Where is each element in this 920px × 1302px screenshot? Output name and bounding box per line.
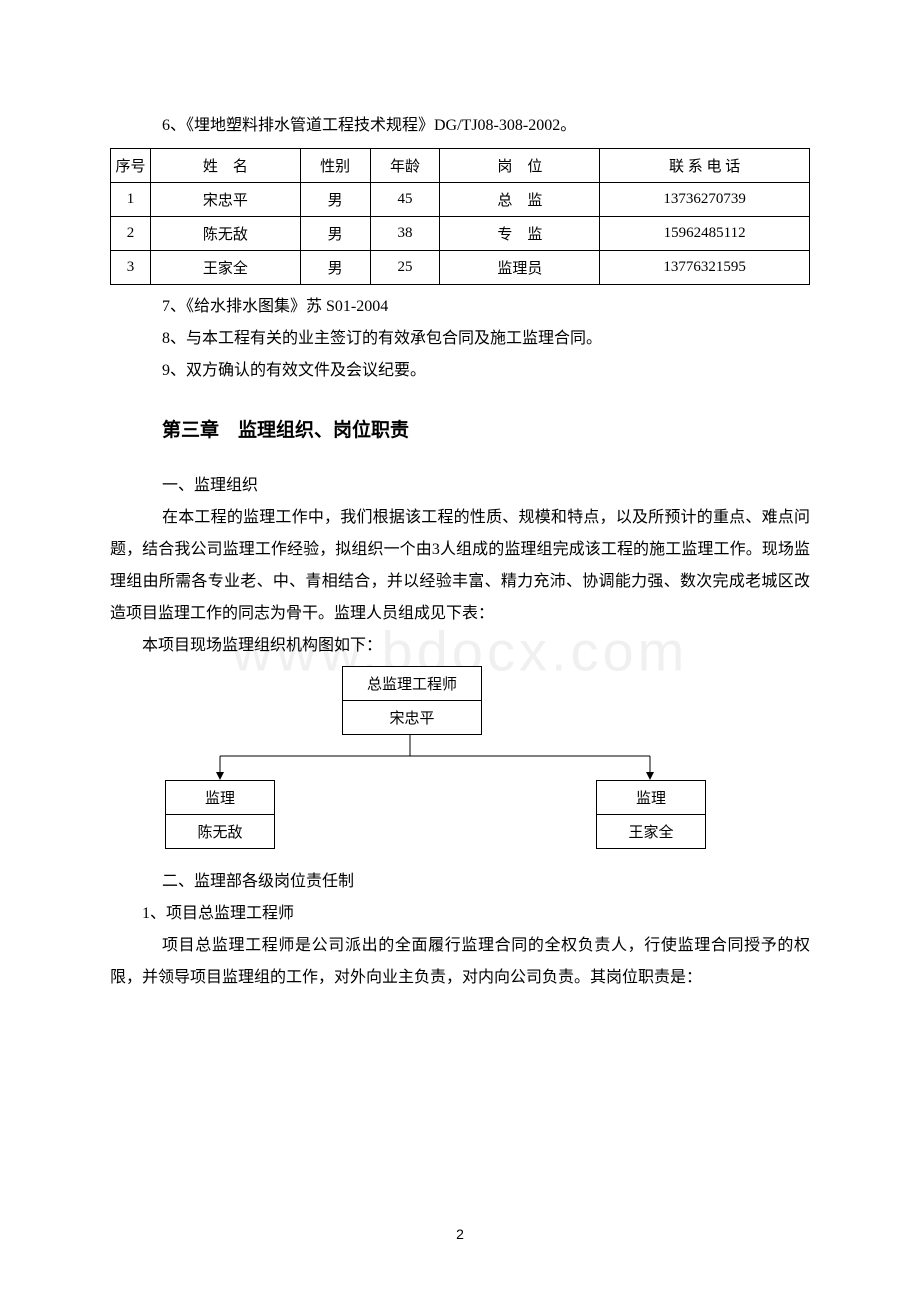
cell-age: 38 [370,217,440,251]
org-role-left: 监理 [166,781,274,814]
col-phone: 联 系 电 话 [600,149,810,183]
cell-pos: 监理员 [440,251,600,285]
col-gender: 性别 [300,149,370,183]
org-chart: 总监理工程师 宋忠平 监理 陈无敌 监理 王家全 [110,666,810,866]
cell-gender: 男 [300,251,370,285]
col-pos: 岗 位 [440,149,600,183]
cell-age: 25 [370,251,440,285]
cell-gender: 男 [300,183,370,217]
cell-phone: 13736270739 [600,183,810,217]
section2-title: 二、监理部各级岗位责任制 [110,866,810,898]
table-header-row: 序号 姓 名 性别 年龄 岗 位 联 系 电 话 [111,149,810,183]
col-seq: 序号 [111,149,151,183]
org-name-right: 王家全 [597,814,705,848]
org-intro: 本项目现场监理组织机构图如下： [110,630,810,662]
section1-title: 一、监理组织 [110,470,810,502]
cell-gender: 男 [300,217,370,251]
cell-phone: 13776321595 [600,251,810,285]
cell-seq: 3 [111,251,151,285]
text-line-8: 8、与本工程有关的业主签订的有效承包合同及施工监理合同。 [110,323,810,355]
text-line-6: 6、《埋地塑料排水管道工程技术规程》DG/TJ08-308-2002。 [110,110,810,142]
cell-pos: 专 监 [440,217,600,251]
table-row: 1 宋忠平 男 45 总 监 13736270739 [111,183,810,217]
org-name-top: 宋忠平 [343,700,481,734]
cell-name: 王家全 [150,251,300,285]
cell-phone: 15962485112 [600,217,810,251]
org-box-right: 监理 王家全 [596,780,706,849]
section1-body: 在本工程的监理工作中，我们根据该工程的性质、规模和特点，以及所预计的重点、难点问… [110,502,810,630]
cell-seq: 1 [111,183,151,217]
text-line-9: 9、双方确认的有效文件及会议纪要。 [110,355,810,387]
page-number: 2 [456,1226,464,1242]
page-content: 6、《埋地塑料排水管道工程技术规程》DG/TJ08-308-2002。 序号 姓… [110,110,810,994]
cell-seq: 2 [111,217,151,251]
org-role-top: 总监理工程师 [343,667,481,700]
chapter-title: 第三章 监理组织、岗位职责 [162,415,810,442]
col-name: 姓 名 [150,149,300,183]
org-name-left: 陈无敌 [166,814,274,848]
section2-item1: 1、项目总监理工程师 [110,898,810,930]
cell-pos: 总 监 [440,183,600,217]
cell-name: 陈无敌 [150,217,300,251]
org-box-top: 总监理工程师 宋忠平 [342,666,482,735]
table-row: 3 王家全 男 25 监理员 13776321595 [111,251,810,285]
table-row: 2 陈无敌 男 38 专 监 15962485112 [111,217,810,251]
section2-body: 项目总监理工程师是公司派出的全面履行监理合同的全权负责人，行使监理合同授予的权限… [110,930,810,994]
staff-table: 序号 姓 名 性别 年龄 岗 位 联 系 电 话 1 宋忠平 男 45 总 监 … [110,148,810,285]
org-role-right: 监理 [597,781,705,814]
cell-age: 45 [370,183,440,217]
col-age: 年龄 [370,149,440,183]
cell-name: 宋忠平 [150,183,300,217]
org-box-left: 监理 陈无敌 [165,780,275,849]
text-line-7: 7、《给水排水图集》苏 S01-2004 [110,291,810,323]
